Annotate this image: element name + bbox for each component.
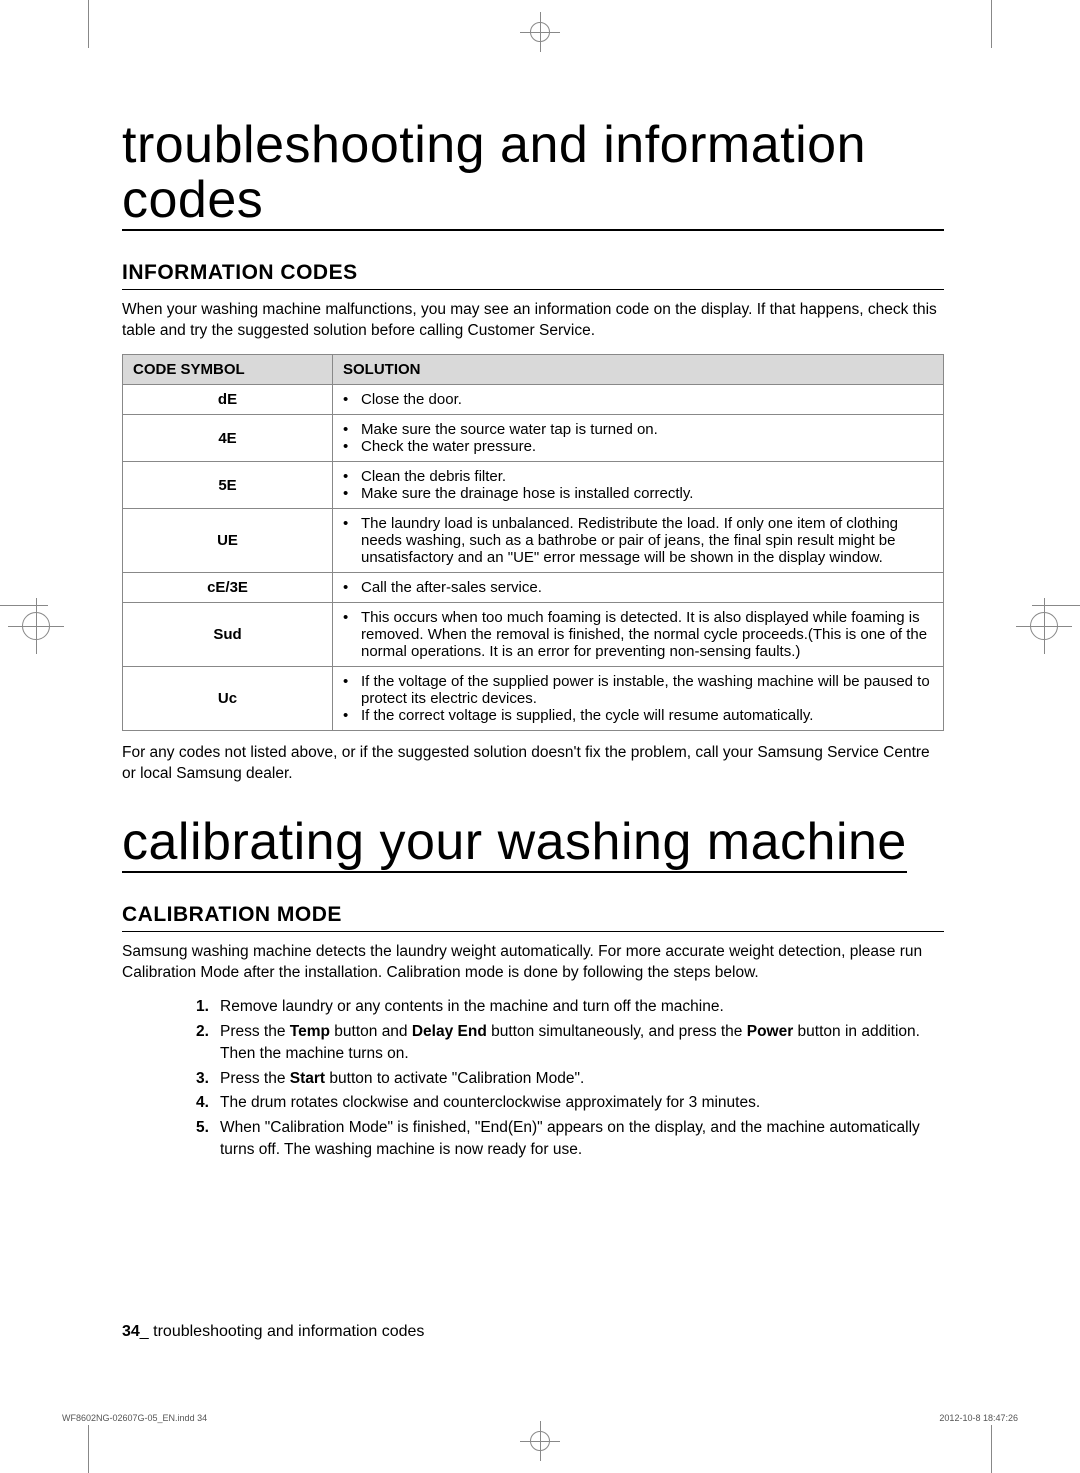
crop-mark: [1032, 605, 1080, 606]
code-symbol-cell: UE: [123, 509, 333, 573]
chapter-title-troubleshooting: troubleshooting and information codes: [122, 118, 944, 231]
manual-page: troubleshooting and information codes IN…: [0, 0, 1080, 1473]
registration-mark-right: [1016, 598, 1072, 654]
crop-mark: [991, 0, 992, 48]
information-codes-table: CODE SYMBOL SOLUTION dE•Close the door.4…: [122, 354, 944, 731]
crop-mark: [991, 1425, 992, 1473]
solution-cell: •Close the door.: [333, 385, 944, 415]
registration-mark-bottom: [520, 1421, 560, 1461]
table-header-code: CODE SYMBOL: [123, 355, 333, 385]
calibration-steps-list: 1.Remove laundry or any contents in the …: [196, 996, 944, 1161]
calibration-intro: Samsung washing machine detects the laun…: [122, 942, 944, 984]
calibration-step: 1.Remove laundry or any contents in the …: [196, 996, 944, 1018]
table-row: cE/3E•Call the after-sales service.: [123, 573, 944, 603]
code-symbol-cell: Sud: [123, 603, 333, 667]
section-heading-information-codes: INFORMATION CODES: [122, 261, 944, 290]
calibration-step: 2.Press the Temp button and Delay End bu…: [196, 1021, 944, 1066]
page-number: 34: [122, 1323, 140, 1340]
registration-mark-top: [520, 12, 560, 52]
footer-section-name: _ troubleshooting and information codes: [140, 1323, 425, 1340]
solution-cell: •Call the after-sales service.: [333, 573, 944, 603]
information-codes-intro: When your washing machine malfunctions, …: [122, 300, 944, 342]
code-symbol-cell: Uc: [123, 667, 333, 731]
table-header-solution: SOLUTION: [333, 355, 944, 385]
crop-mark: [88, 0, 89, 48]
code-symbol-cell: cE/3E: [123, 573, 333, 603]
table-row: 5E•Clean the debris filter.•Make sure th…: [123, 462, 944, 509]
page-content: troubleshooting and information codes IN…: [122, 118, 944, 1164]
code-symbol-cell: dE: [123, 385, 333, 415]
section-heading-calibration-mode: CALIBRATION MODE: [122, 903, 944, 932]
crop-mark: [0, 605, 48, 606]
code-symbol-cell: 4E: [123, 415, 333, 462]
table-row: UE•The laundry load is unbalanced. Redis…: [123, 509, 944, 573]
information-codes-outro: For any codes not listed above, or if th…: [122, 743, 944, 785]
table-row: Uc•If the voltage of the supplied power …: [123, 667, 944, 731]
crop-mark: [88, 1425, 89, 1473]
calibration-step: 5.When "Calibration Mode" is finished, "…: [196, 1117, 944, 1162]
solution-cell: •Make sure the source water tap is turne…: [333, 415, 944, 462]
table-row: dE•Close the door.: [123, 385, 944, 415]
table-row: 4E•Make sure the source water tap is tur…: [123, 415, 944, 462]
page-footer: 34_ troubleshooting and information code…: [122, 1323, 424, 1341]
calibration-step: 3.Press the Start button to activate "Ca…: [196, 1068, 944, 1090]
imprint-timestamp: 2012-10-8 18:47:26: [939, 1413, 1018, 1423]
solution-cell: •If the voltage of the supplied power is…: [333, 667, 944, 731]
chapter-title-calibrating: calibrating your washing machine: [122, 815, 907, 874]
solution-cell: •Clean the debris filter.•Make sure the …: [333, 462, 944, 509]
imprint-filename: WF8602NG-02607G-05_EN.indd 34: [62, 1413, 207, 1423]
table-row: Sud•This occurs when too much foaming is…: [123, 603, 944, 667]
registration-mark-left: [8, 598, 64, 654]
solution-cell: •This occurs when too much foaming is de…: [333, 603, 944, 667]
solution-cell: •The laundry load is unbalanced. Redistr…: [333, 509, 944, 573]
calibration-step: 4.The drum rotates clockwise and counter…: [196, 1092, 944, 1114]
code-symbol-cell: 5E: [123, 462, 333, 509]
